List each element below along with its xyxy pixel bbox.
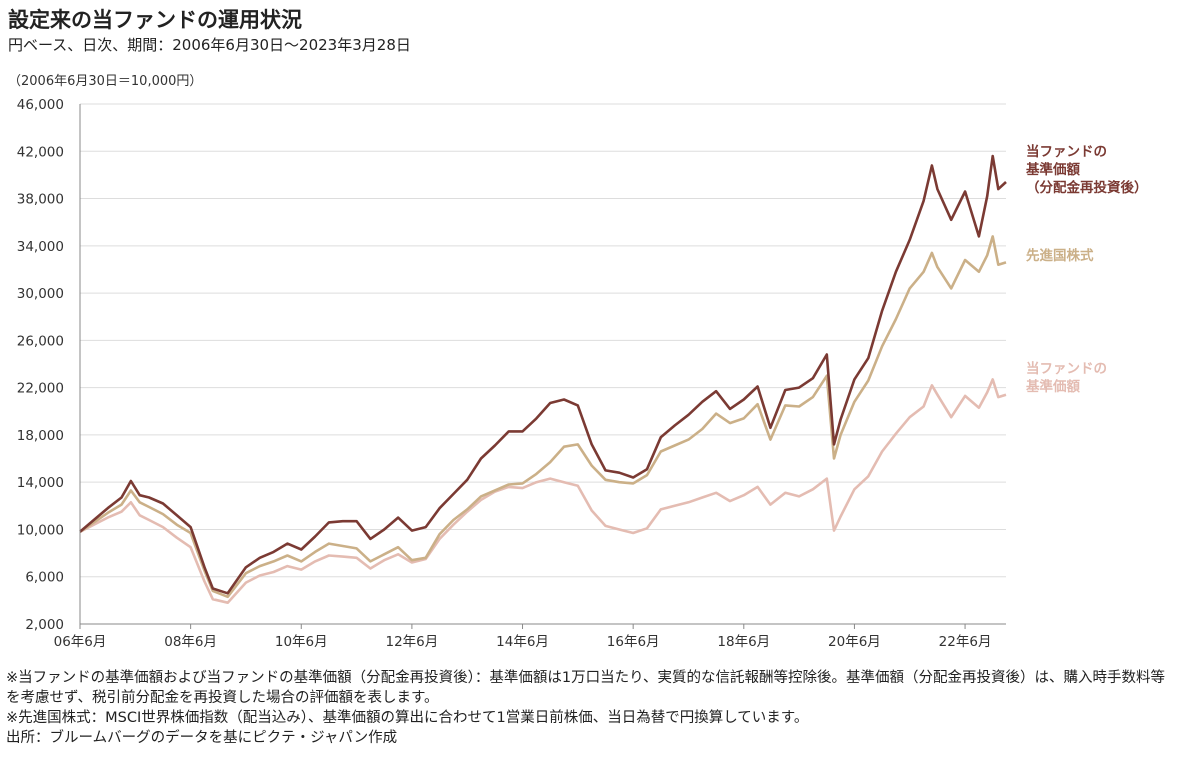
x-tick-label: 14年6月 xyxy=(496,634,549,650)
y-tick-label: 6,000 xyxy=(25,570,64,586)
line-chart: 2,000 6,000 10,000 14,000 18,000 22,000 26,000… xyxy=(17,97,1007,650)
series-label-reinvested: 当ファンドの 基準価額 （分配金再投資後） xyxy=(1026,144,1148,196)
x-tick-label: 08年6月 xyxy=(164,634,217,650)
y-tick-label: 22,000 xyxy=(17,381,64,397)
chart-subtitle: 円ベース、日次、期間：2006年6月30日～2023年3月28日 xyxy=(8,36,411,54)
unit-note: （2006年6月30日＝10,000円） xyxy=(8,74,203,89)
footnotes: ※当ファンドの基準価額および当ファンドの基準価額（分配金再投資後）：基準価額は1… xyxy=(6,668,1171,748)
x-tick-label: 18年6月 xyxy=(717,634,770,650)
y-tick-label: 10,000 xyxy=(17,522,64,538)
footnote-2: ※先進国株式：MSCI世界株価指数（配当込み）、基準価額の算出に合わせて1営業日… xyxy=(6,710,809,726)
y-tick-label: 14,000 xyxy=(17,475,64,491)
grid-lines xyxy=(80,103,1006,578)
y-tick-label: 2,000 xyxy=(25,617,64,633)
x-tick-label: 22年6月 xyxy=(939,634,992,650)
x-tick-label: 16年6月 xyxy=(607,634,660,650)
y-tick-label: 26,000 xyxy=(17,333,64,349)
y-axis-ticks: 2,000 6,000 10,000 14,000 18,000 22,000 26,000… xyxy=(17,97,64,633)
footnote-1: ※当ファンドの基準価額および当ファンドの基準価額（分配金再投資後）：基準価額は1… xyxy=(6,670,1166,706)
x-tick-label: 20年6月 xyxy=(828,634,881,650)
y-tick-label: 42,000 xyxy=(17,144,64,160)
chart-title: 設定来の当ファンドの運用状況 xyxy=(8,8,302,32)
series-line-msci xyxy=(79,235,1007,599)
series-lines xyxy=(79,154,1007,605)
y-tick-label: 46,000 xyxy=(17,97,64,113)
axes xyxy=(79,104,1006,625)
y-tick-label: 30,000 xyxy=(17,286,64,302)
x-tick-label: 10年6月 xyxy=(275,634,328,650)
y-tick-label: 34,000 xyxy=(17,239,64,255)
y-tick-label: 38,000 xyxy=(17,192,64,208)
x-tick-label: 06年6月 xyxy=(54,634,107,650)
footnote-3: 出所：ブルームバーグのデータを基にピクテ・ジャパン作成 xyxy=(6,730,398,746)
x-axis-ticks: 06年6月 08年6月 10年6月 12年6月 14年6月 16年6月 18年6月 20年6月… xyxy=(54,624,992,650)
x-tick-label: 12年6月 xyxy=(386,634,439,650)
series-label-nav: 当ファンドの 基準価額 xyxy=(1026,361,1107,395)
series-line-nav xyxy=(79,378,1007,605)
series-line-reinvested xyxy=(79,154,1007,595)
y-tick-label: 18,000 xyxy=(17,428,64,444)
series-label-msci: 先進国株式 xyxy=(1026,248,1094,264)
